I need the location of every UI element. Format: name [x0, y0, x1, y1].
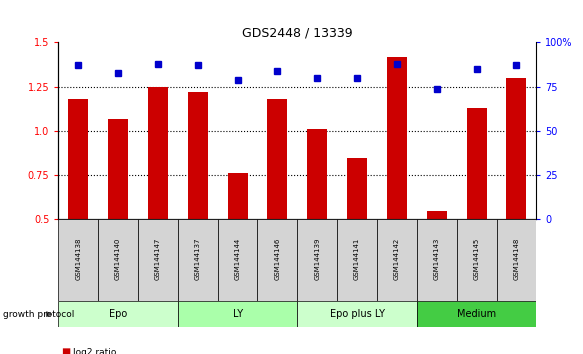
Title: GDS2448 / 13339: GDS2448 / 13339	[242, 27, 353, 40]
Text: GSM144143: GSM144143	[434, 238, 440, 280]
Bar	[227, 173, 248, 219]
Bar	[297, 301, 417, 327]
Bar	[178, 219, 217, 301]
Text: GSM144147: GSM144147	[155, 238, 161, 280]
Text: GSM144145: GSM144145	[473, 238, 480, 280]
Bar	[456, 219, 497, 301]
Text: log2 ratio: log2 ratio	[73, 348, 116, 354]
Bar	[258, 219, 297, 301]
Text: GSM144148: GSM144148	[514, 238, 519, 280]
Text: ■: ■	[61, 347, 71, 354]
Bar	[297, 219, 337, 301]
Bar	[466, 108, 487, 219]
Bar	[268, 99, 287, 219]
Bar	[68, 99, 88, 219]
Text: GSM144137: GSM144137	[195, 237, 201, 280]
Bar	[307, 129, 327, 219]
Bar	[417, 219, 456, 301]
Bar	[138, 219, 178, 301]
Bar	[188, 92, 208, 219]
Text: Epo plus LY: Epo plus LY	[329, 309, 385, 319]
Text: GSM144138: GSM144138	[75, 237, 81, 280]
Text: GSM144140: GSM144140	[115, 238, 121, 280]
Bar	[497, 219, 536, 301]
Bar	[98, 219, 138, 301]
Text: GSM144139: GSM144139	[314, 237, 320, 280]
Text: Medium: Medium	[457, 309, 496, 319]
Bar	[217, 219, 258, 301]
Bar	[178, 301, 297, 327]
Bar	[427, 211, 447, 219]
Text: GSM144141: GSM144141	[354, 238, 360, 280]
Text: GSM144146: GSM144146	[275, 238, 280, 280]
Text: GSM144144: GSM144144	[234, 238, 241, 280]
Bar	[347, 158, 367, 219]
Text: growth protocol: growth protocol	[3, 310, 74, 319]
Bar	[148, 87, 168, 219]
Bar	[58, 301, 178, 327]
Text: GSM144142: GSM144142	[394, 238, 400, 280]
Bar	[58, 219, 98, 301]
Bar	[337, 219, 377, 301]
Bar	[377, 219, 417, 301]
Text: LY: LY	[233, 309, 243, 319]
Bar	[387, 57, 407, 219]
Bar	[108, 119, 128, 219]
Text: Epo: Epo	[109, 309, 127, 319]
Bar	[417, 301, 536, 327]
Bar	[507, 78, 526, 219]
